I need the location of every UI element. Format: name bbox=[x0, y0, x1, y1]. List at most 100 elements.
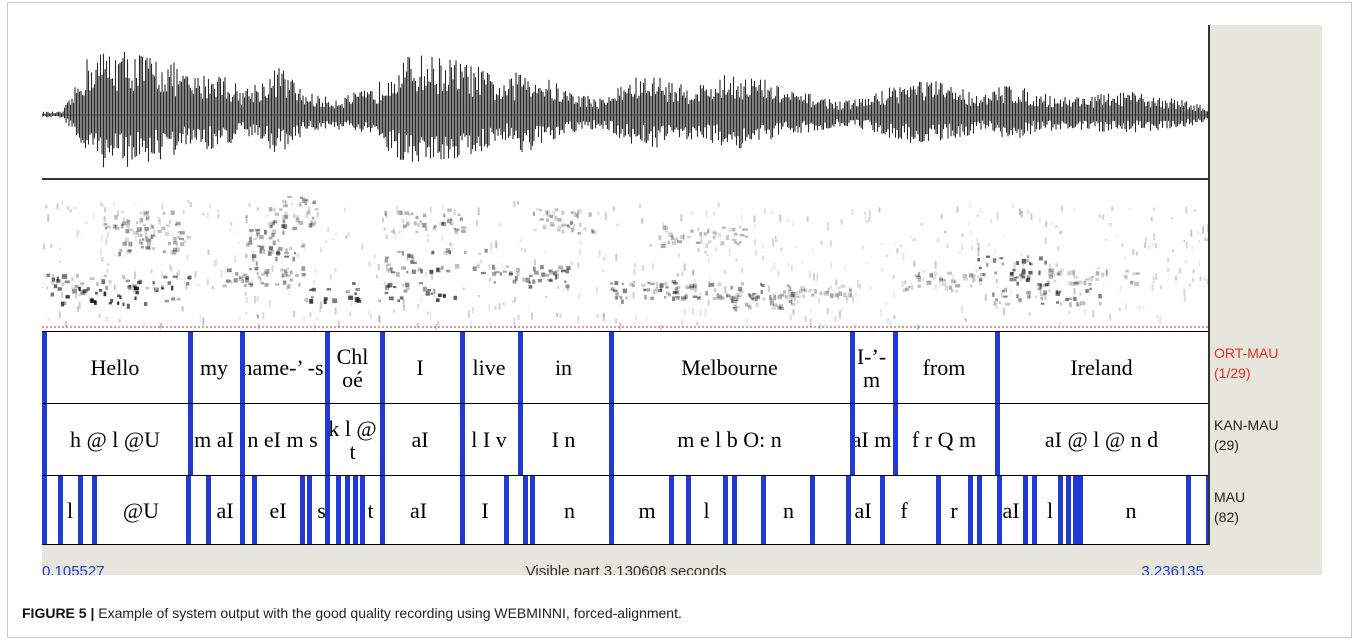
segment-kan[interactable]: m aI bbox=[194, 427, 234, 452]
boundary-marker[interactable] bbox=[995, 404, 1000, 475]
boundary-marker[interactable] bbox=[723, 476, 728, 544]
boundary-marker[interactable] bbox=[42, 476, 47, 544]
boundary-marker[interactable] bbox=[523, 476, 528, 544]
boundary-marker[interactable] bbox=[936, 476, 941, 544]
segment-mau[interactable]: aI bbox=[1002, 497, 1020, 523]
boundary-marker[interactable] bbox=[669, 476, 674, 544]
segment-mau[interactable]: aI bbox=[409, 497, 428, 523]
boundary-marker[interactable] bbox=[460, 476, 465, 544]
boundary-marker[interactable] bbox=[325, 332, 330, 403]
segment-kan[interactable]: n eI m s bbox=[247, 427, 318, 452]
segment-mau[interactable]: n bbox=[1125, 497, 1137, 523]
boundary-marker[interactable] bbox=[810, 476, 815, 544]
segment-kan[interactable]: aI m bbox=[851, 427, 892, 452]
tier-label-ort[interactable]: ORT-MAU (1/29) bbox=[1214, 343, 1278, 383]
segment-mau[interactable]: m bbox=[638, 497, 656, 523]
boundary-marker[interactable] bbox=[846, 476, 851, 544]
boundary-marker[interactable] bbox=[460, 404, 465, 475]
boundary-marker[interactable] bbox=[380, 476, 385, 544]
segment-ort[interactable]: Hello bbox=[90, 355, 140, 380]
boundary-marker[interactable] bbox=[1023, 476, 1028, 544]
boundary-marker[interactable] bbox=[240, 476, 245, 544]
segment-mau[interactable]: r bbox=[950, 497, 958, 523]
boundary-marker[interactable] bbox=[850, 332, 855, 403]
segment-ort[interactable]: Chl oé bbox=[336, 343, 369, 392]
segment-mau[interactable]: n bbox=[564, 497, 575, 523]
boundary-marker[interactable] bbox=[325, 404, 330, 475]
boundary-marker[interactable] bbox=[995, 332, 1000, 403]
segment-ort[interactable]: name-’ -s bbox=[241, 355, 324, 380]
boundary-marker[interactable] bbox=[353, 476, 358, 544]
boundary-marker[interactable] bbox=[42, 332, 47, 403]
boundary-marker[interactable] bbox=[380, 404, 385, 475]
boundary-marker[interactable] bbox=[504, 476, 509, 544]
segment-ort[interactable]: Melbourne bbox=[681, 355, 778, 380]
boundary-marker[interactable] bbox=[240, 332, 245, 403]
segment-ort[interactable]: I-’- m bbox=[856, 343, 887, 392]
segment-mau[interactable]: aI bbox=[216, 497, 234, 523]
boundary-marker[interactable] bbox=[186, 476, 191, 544]
segment-ort[interactable]: live bbox=[472, 355, 506, 380]
segment-mau[interactable]: eI bbox=[269, 497, 287, 523]
segment-kan[interactable]: k l @ t bbox=[328, 415, 377, 464]
boundary-marker[interactable] bbox=[761, 476, 766, 544]
boundary-marker[interactable] bbox=[609, 476, 614, 544]
boundary-marker[interactable] bbox=[518, 332, 523, 403]
boundary-marker[interactable] bbox=[360, 476, 365, 544]
segment-kan[interactable]: h @ l @U bbox=[69, 427, 161, 452]
boundary-marker[interactable] bbox=[188, 404, 193, 475]
boundary-marker[interactable] bbox=[880, 476, 885, 544]
boundary-marker[interactable] bbox=[1073, 476, 1078, 544]
segment-mau[interactable]: f bbox=[900, 497, 908, 523]
segment-mau[interactable]: aI bbox=[854, 497, 872, 523]
boundary-marker[interactable] bbox=[307, 476, 312, 544]
segment-kan[interactable]: m e l b O: n bbox=[677, 427, 782, 452]
segment-mau[interactable]: s bbox=[317, 497, 326, 523]
segment-ort[interactable]: my bbox=[199, 355, 229, 380]
segment-mau[interactable]: l bbox=[703, 497, 710, 523]
spectrogram-panel[interactable] bbox=[42, 180, 1210, 330]
segment-kan[interactable]: aI @ l @ n d bbox=[1044, 427, 1159, 452]
boundary-marker[interactable] bbox=[530, 476, 535, 544]
boundary-marker[interactable] bbox=[686, 476, 691, 544]
boundary-marker[interactable] bbox=[188, 332, 193, 403]
boundary-marker[interactable] bbox=[1066, 476, 1071, 544]
boundary-marker[interactable] bbox=[977, 476, 982, 544]
boundary-marker[interactable] bbox=[252, 476, 257, 544]
boundary-marker[interactable] bbox=[968, 476, 973, 544]
segment-ort[interactable]: I bbox=[416, 355, 424, 380]
boundary-marker[interactable] bbox=[460, 332, 465, 403]
boundary-marker[interactable] bbox=[1078, 476, 1083, 544]
segment-mau[interactable]: l bbox=[66, 497, 74, 523]
boundary-marker[interactable] bbox=[1058, 476, 1063, 544]
segment-ort[interactable]: Ireland bbox=[1070, 355, 1133, 380]
boundary-marker[interactable] bbox=[893, 332, 898, 403]
boundary-marker[interactable] bbox=[609, 332, 614, 403]
segment-ort[interactable]: from bbox=[922, 355, 966, 380]
boundary-marker[interactable] bbox=[92, 476, 97, 544]
tier-label-kan[interactable]: KAN-MAU (29) bbox=[1214, 415, 1279, 455]
boundary-marker[interactable] bbox=[1186, 476, 1191, 544]
boundary-marker[interactable] bbox=[240, 404, 245, 475]
tier-label-mau[interactable]: MAU (82) bbox=[1214, 487, 1245, 527]
boundary-marker[interactable] bbox=[380, 332, 385, 403]
boundary-marker[interactable] bbox=[300, 476, 305, 544]
segment-mau[interactable]: l bbox=[1046, 497, 1054, 523]
segment-kan[interactable]: I n bbox=[551, 427, 576, 452]
segment-mau[interactable]: I bbox=[481, 497, 489, 523]
segment-mau[interactable]: n bbox=[783, 497, 794, 523]
boundary-marker[interactable] bbox=[850, 404, 855, 475]
boundary-marker[interactable] bbox=[206, 476, 211, 544]
boundary-marker[interactable] bbox=[1032, 476, 1037, 544]
boundary-marker[interactable] bbox=[518, 404, 523, 475]
segment-mau[interactable]: @U bbox=[122, 497, 160, 523]
boundary-marker[interactable] bbox=[42, 404, 47, 475]
boundary-marker[interactable] bbox=[336, 476, 341, 544]
boundary-marker[interactable] bbox=[609, 404, 614, 475]
segment-kan[interactable]: aI bbox=[411, 427, 429, 452]
boundary-marker[interactable] bbox=[78, 476, 83, 544]
waveform-panel[interactable] bbox=[42, 25, 1210, 178]
boundary-marker[interactable] bbox=[58, 476, 63, 544]
